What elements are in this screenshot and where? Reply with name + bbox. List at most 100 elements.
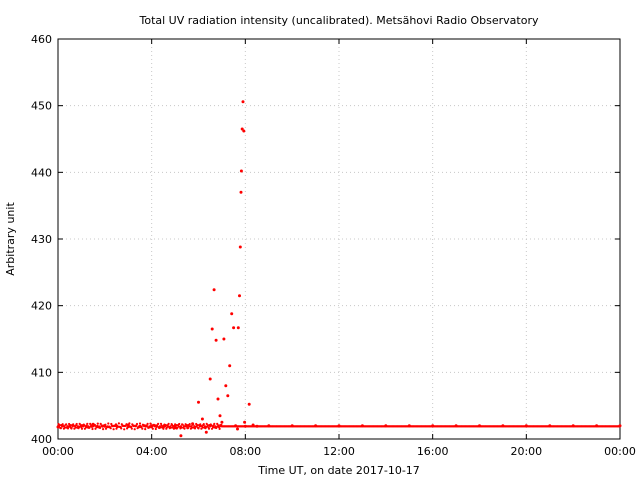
baseline-point (110, 422, 113, 426)
data-points (56, 100, 622, 438)
baseline-point (149, 422, 152, 425)
data-point (251, 423, 255, 427)
baseline-point (218, 427, 221, 430)
baseline-point (59, 427, 63, 430)
y-axis-label: Arbitrary unit (4, 202, 17, 276)
baseline-point (144, 428, 147, 431)
baseline-point (109, 427, 112, 430)
baseline-point (154, 427, 157, 431)
data-point (478, 424, 481, 428)
x-tick-label: 12:00 (323, 445, 355, 458)
baseline-point (102, 428, 105, 431)
data-point (618, 424, 622, 428)
baseline-point (130, 425, 133, 428)
data-point (236, 427, 239, 431)
data-point (548, 424, 552, 428)
x-tick-label: 16:00 (417, 445, 449, 458)
baseline-point (96, 422, 99, 425)
data-point (267, 424, 271, 428)
data-point (56, 425, 60, 429)
data-point (185, 424, 189, 428)
data-point (204, 430, 208, 434)
data-point (138, 424, 142, 428)
baseline-point (120, 427, 123, 430)
data-point (238, 245, 242, 249)
data-point (173, 426, 177, 430)
baseline-point (159, 426, 162, 429)
baseline-point (180, 426, 183, 429)
baseline-point (217, 424, 220, 427)
baseline-point (146, 422, 149, 425)
data-point (247, 402, 251, 406)
baseline-point (178, 422, 181, 426)
baseline-point (61, 423, 64, 426)
data-point (255, 424, 259, 428)
data-point (197, 400, 200, 404)
data-point (103, 424, 107, 428)
data-point (91, 422, 95, 426)
baseline-point (217, 426, 221, 429)
axis-ticks (57, 38, 621, 440)
data-point (454, 424, 458, 428)
data-point (595, 424, 599, 428)
baseline-point (159, 422, 163, 425)
baseline-point (94, 427, 97, 430)
baseline-point (135, 422, 139, 426)
data-point (115, 424, 118, 428)
data-point (150, 424, 154, 428)
baseline-point (74, 426, 77, 429)
baseline-point (70, 427, 73, 430)
baseline-point (63, 426, 67, 429)
baseline-point (193, 427, 197, 430)
baseline-point (115, 427, 118, 430)
baseline-point (207, 427, 211, 430)
baseline-point (206, 424, 209, 427)
baseline-point (66, 427, 70, 430)
baseline-point (145, 425, 149, 428)
data-point (200, 417, 204, 421)
data-point (384, 424, 388, 428)
baseline-point (183, 427, 186, 430)
data-point (79, 424, 83, 428)
data-point (191, 422, 195, 426)
chart-title: Total UV radiation intensity (uncalibrat… (139, 14, 539, 27)
data-point (501, 424, 505, 428)
data-point (407, 424, 411, 428)
baseline-point (212, 426, 215, 429)
baseline-point (99, 426, 102, 429)
x-axis-label: Time UT, on date 2017-10-17 (257, 464, 420, 477)
baseline-point (151, 427, 154, 430)
data-point (230, 312, 234, 316)
data-point (220, 420, 224, 424)
y-tick-label: 440 (31, 166, 52, 179)
data-point (161, 425, 165, 429)
baseline-point (91, 427, 94, 431)
data-point (179, 434, 183, 438)
baseline-point (138, 422, 142, 425)
data-point (208, 377, 212, 381)
data-point (234, 424, 238, 428)
baseline-point (112, 428, 115, 431)
baseline-point (58, 424, 61, 427)
baseline-point (197, 427, 200, 430)
data-point (242, 129, 246, 133)
data-point (524, 424, 528, 428)
data-point (290, 424, 294, 428)
data-point (239, 190, 243, 194)
data-point (216, 397, 220, 401)
data-point (239, 169, 243, 173)
baseline-point (164, 424, 167, 427)
x-tick-label: 20:00 (510, 445, 542, 458)
baseline-point (188, 423, 191, 426)
data-point (236, 326, 240, 330)
baseline-point (104, 427, 108, 430)
baseline-point (85, 424, 88, 427)
baseline-point (99, 422, 102, 425)
data-point (226, 394, 230, 398)
baseline-point (191, 426, 194, 429)
x-tick-label: 00:00 (604, 445, 636, 458)
y-tick-label: 420 (31, 300, 52, 313)
data-point (337, 424, 341, 428)
baseline-point (181, 423, 184, 426)
